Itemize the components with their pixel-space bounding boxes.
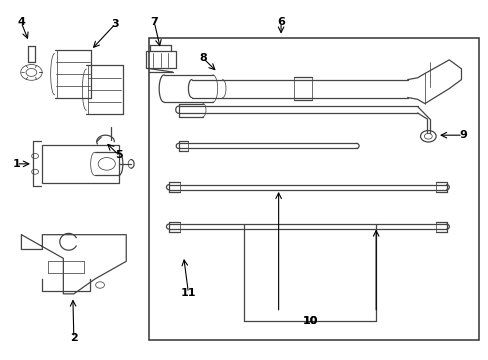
Text: 10: 10 xyxy=(302,316,317,325)
Bar xyxy=(42,145,119,183)
Text: 10: 10 xyxy=(302,316,317,325)
Text: 1: 1 xyxy=(12,159,20,169)
Text: 8: 8 xyxy=(199,53,206,63)
Bar xyxy=(149,39,478,339)
Bar xyxy=(145,51,175,68)
Text: 4: 4 xyxy=(17,17,25,27)
Text: 9: 9 xyxy=(458,130,466,140)
Text: 5: 5 xyxy=(115,150,122,160)
Text: 11: 11 xyxy=(180,288,196,298)
Text: 6: 6 xyxy=(277,17,285,27)
Text: 7: 7 xyxy=(150,17,158,27)
Text: 2: 2 xyxy=(70,333,78,343)
Text: 3: 3 xyxy=(111,19,119,29)
